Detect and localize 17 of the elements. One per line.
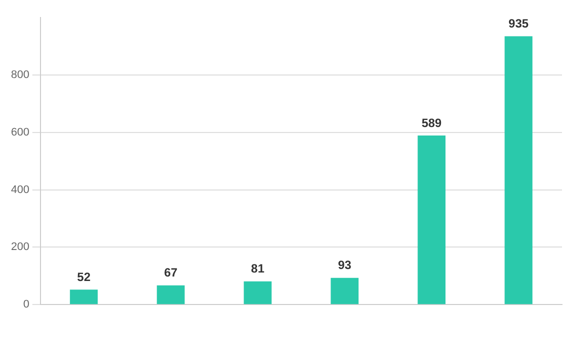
data-label: 52: [77, 270, 91, 284]
bar: [504, 36, 532, 304]
bar: [156, 285, 185, 304]
data-label: 81: [251, 262, 265, 276]
data-label: 589: [422, 116, 442, 130]
bar: [418, 136, 446, 304]
y-tick-label: 200: [10, 241, 30, 254]
data-label: 67: [164, 266, 178, 280]
data-label: 93: [338, 258, 352, 272]
y-tick-label: 400: [10, 184, 30, 196]
data-label: 935: [508, 16, 529, 31]
bar: [330, 278, 359, 304]
bar: [70, 290, 98, 304]
y-tick-label: 800: [10, 69, 30, 82]
y-tick-label: 600: [10, 126, 30, 138]
bar: [244, 281, 272, 304]
y-tick-label: 0: [23, 298, 30, 311]
